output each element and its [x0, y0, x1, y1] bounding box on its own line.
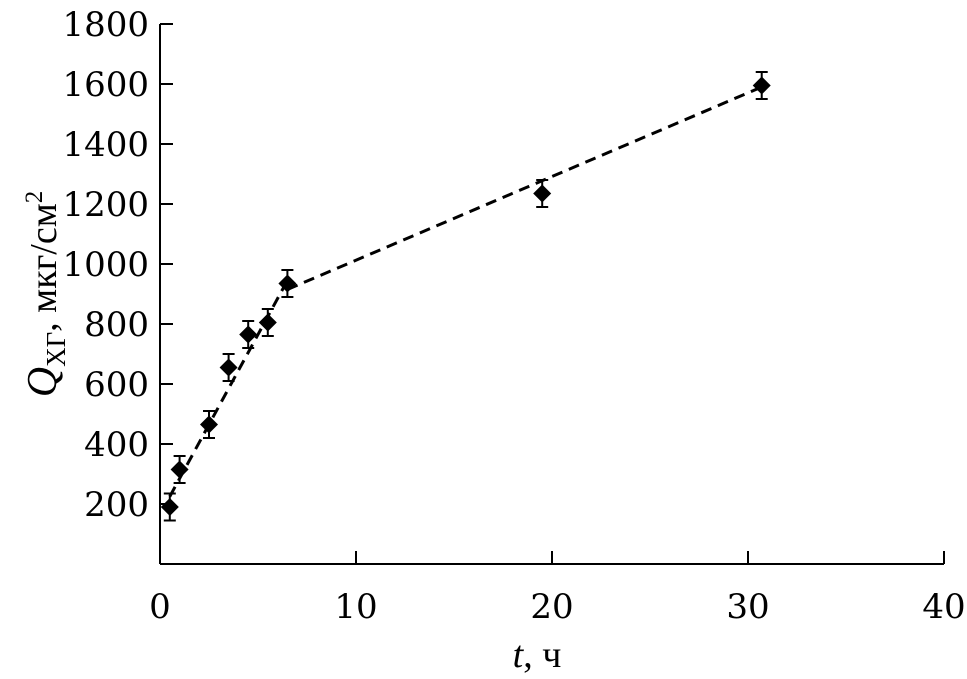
y-tick-label: 1600 — [62, 65, 149, 105]
x-axis-title-unit: , ч — [523, 634, 561, 676]
plot-area: 0 10 20 30 40 200 400 600 800 1000 1200 1400 1600 18… — [62, 5, 965, 627]
data-point — [533, 179, 552, 208]
fit-line — [168, 279, 289, 498]
diamond-marker — [170, 460, 189, 479]
y-tick-label: 400 — [84, 425, 149, 465]
x-axis-title-var: t — [513, 634, 525, 676]
x-tick-label: 20 — [530, 587, 573, 627]
y-tick-label: 1800 — [62, 5, 149, 45]
x-tick-label: 10 — [334, 587, 377, 627]
y-tick-label: 1400 — [62, 125, 149, 165]
fit-lines — [168, 85, 763, 498]
y-axis-title-unit: , мкг/см — [23, 203, 65, 332]
diamond-marker — [278, 274, 297, 293]
x-tick-label: 30 — [726, 587, 769, 627]
y-axis-title: QХГ, мкг/см2 — [20, 191, 71, 398]
diamond-marker — [533, 184, 552, 203]
diamond-marker — [752, 76, 771, 95]
data-point — [200, 410, 218, 439]
y-tick-label: 600 — [84, 365, 149, 405]
data-point — [278, 269, 297, 298]
data-point — [160, 492, 179, 522]
y-axis-title-sub: ХГ — [41, 332, 71, 367]
diamond-marker — [219, 358, 238, 377]
diamond-marker — [239, 325, 258, 344]
diamond-marker — [200, 415, 218, 434]
data-point — [219, 353, 238, 382]
fit-line — [286, 85, 763, 291]
y-axis-title-var: Q — [20, 367, 66, 397]
y-tick-label: 1000 — [62, 245, 149, 285]
x-tick-label: 0 — [149, 587, 171, 627]
diamond-marker — [258, 313, 277, 332]
diamond-marker — [160, 498, 179, 516]
data-points — [160, 71, 771, 522]
x-ticks: 0 10 20 30 40 — [149, 551, 966, 627]
y-axis-title-sup: 2 — [21, 191, 48, 204]
y-ticks: 200 400 600 800 1000 1200 1400 1600 1800 — [62, 5, 173, 525]
y-tick-label: 800 — [84, 305, 149, 345]
x-axis-title: t, ч — [513, 634, 562, 676]
data-point — [170, 455, 189, 484]
data-point — [752, 71, 771, 100]
data-point — [258, 308, 277, 337]
x-tick-label: 40 — [922, 587, 965, 627]
y-tick-label: 1200 — [62, 185, 149, 225]
data-point — [239, 320, 258, 349]
y-tick-label: 200 — [84, 485, 149, 525]
